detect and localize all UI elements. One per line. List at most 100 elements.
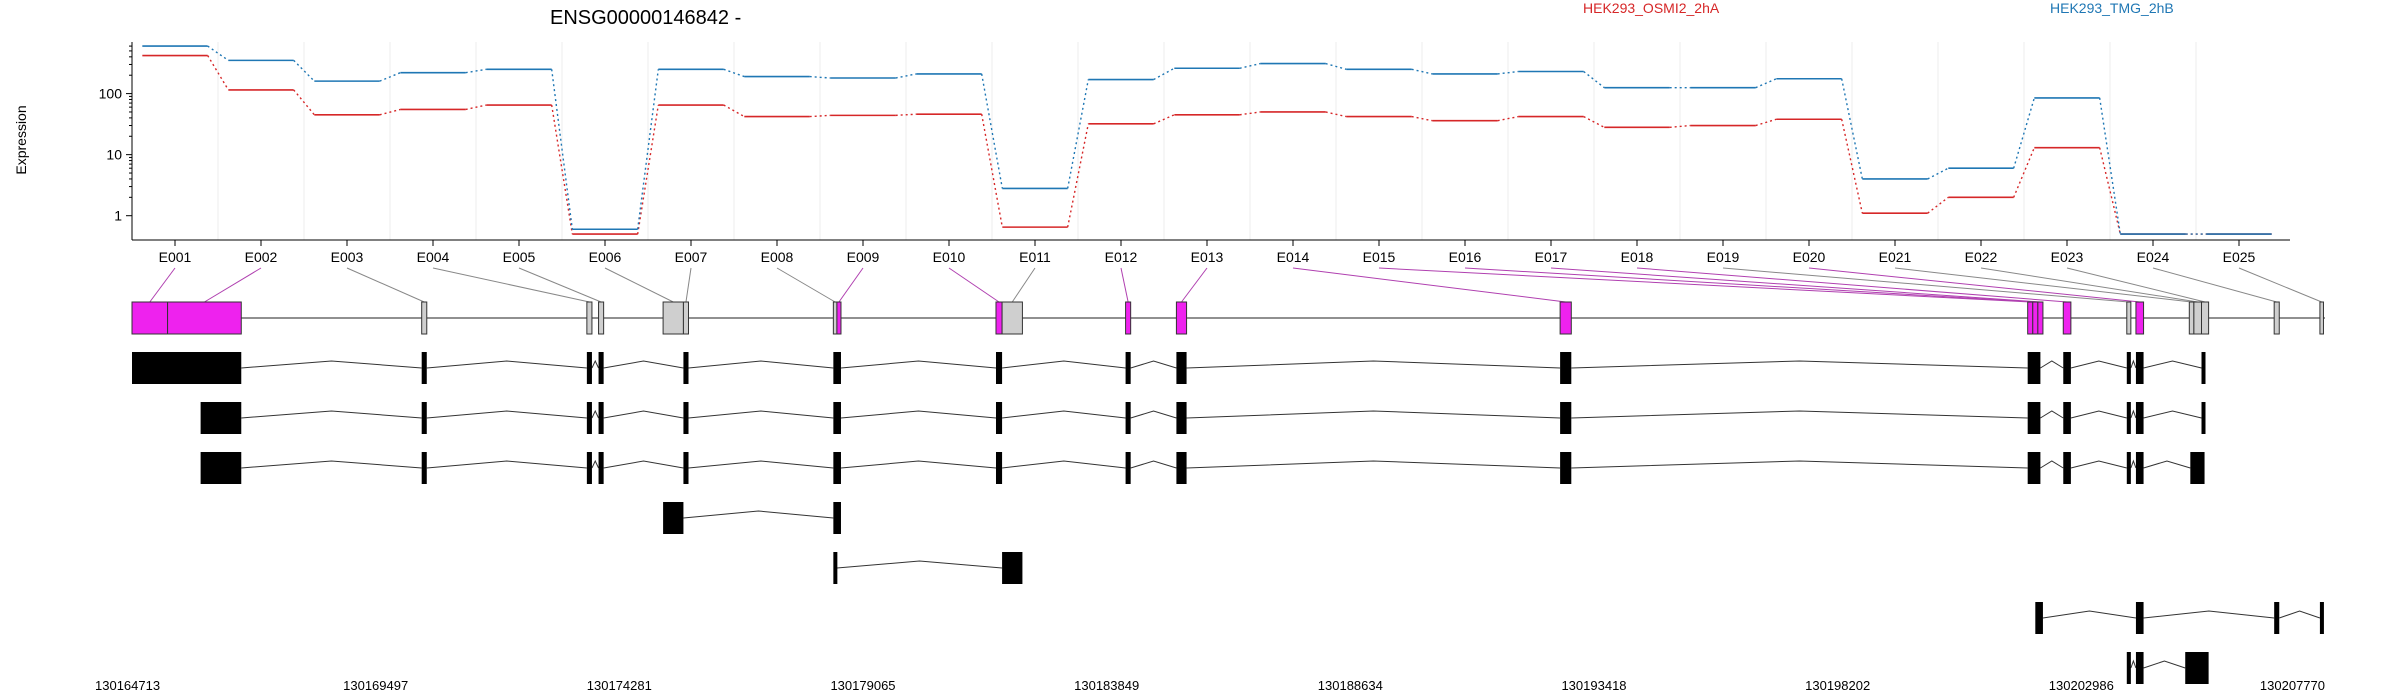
- gene-model: 130164713 130169497 130174281 130179065 1301…: [95, 267, 2325, 693]
- genomic-coordinate-label: 130164713: [95, 678, 160, 693]
- x-tick-label: E019: [1707, 249, 1740, 265]
- transcript-intron: [591, 409, 600, 419]
- transcript-exon: [2201, 402, 2206, 434]
- series-2-connector: [1497, 70, 1519, 75]
- transcript-intron: [2040, 460, 2064, 469]
- transcript-intron: [1130, 410, 1177, 419]
- series-1-connector: [1325, 111, 1347, 118]
- transcript-exon: [2274, 602, 2280, 634]
- x-tick-label: E018: [1621, 249, 1654, 265]
- transcript-intron: [2070, 410, 2127, 419]
- transcript-intron: [1002, 410, 1126, 419]
- exon-connector: [1722, 267, 2129, 303]
- series-2-connector: [1411, 68, 1433, 75]
- exon-bin: [2319, 301, 2324, 335]
- transcript-intron: [1002, 460, 1126, 469]
- transcript-intron: [688, 410, 834, 419]
- series-2-connector: [465, 68, 487, 74]
- series-2-connector: [809, 75, 831, 79]
- x-tick-label: E008: [761, 249, 794, 265]
- transcript-exon: [1125, 402, 1131, 434]
- transcript-intron: [1186, 410, 1561, 419]
- transcript-exon: [2126, 452, 2131, 484]
- transcript-exon: [2063, 352, 2071, 384]
- series-1-connector: [809, 114, 831, 118]
- legend-sample2: HEK293_TMG_2hB: [2050, 0, 2174, 16]
- transcript-intron: [426, 460, 587, 469]
- transcript-exon: [586, 452, 592, 484]
- transcript-intron: [836, 560, 1003, 569]
- transcript-exon: [1176, 352, 1187, 384]
- series-2-connector: [1153, 67, 1175, 81]
- series-1-connector: [895, 113, 917, 117]
- transcript-exon: [833, 452, 841, 484]
- x-tick-label: E014: [1277, 249, 1310, 265]
- exon-connector: [1980, 267, 2198, 303]
- transcript-exon: [421, 402, 427, 434]
- transcript-exon: [421, 352, 427, 384]
- series-2-connector: [1583, 70, 1605, 89]
- transcript-exon: [1560, 352, 1572, 384]
- transcript-exon: [683, 352, 689, 384]
- exon-bin: [2027, 301, 2034, 335]
- x-tick-label: E011: [1019, 249, 1051, 265]
- transcript-intron: [603, 460, 684, 469]
- transcript-intron: [591, 459, 600, 469]
- exon-connector: [2152, 267, 2277, 303]
- transcript-exon: [1176, 402, 1187, 434]
- x-tick-label: E022: [1965, 249, 1998, 265]
- plot-area: 1 10 100 E001 E002 E003 E004 E005 E006 E007 E008 E0…: [99, 42, 2290, 265]
- transcript-intron: [2040, 410, 2064, 419]
- transcript-exon: [2185, 652, 2209, 684]
- genomic-coordinate-label: 130188634: [1318, 678, 1383, 693]
- exon-connector: [1011, 267, 1036, 303]
- series-1-connector: [1669, 124, 1691, 129]
- series-2-connector: [207, 45, 229, 61]
- transcript-exon: [2063, 452, 2071, 484]
- genomic-coordinate-label: 130207770: [2260, 678, 2325, 693]
- exon-connector: [149, 267, 176, 303]
- transcript-intron: [2070, 360, 2127, 369]
- x-tick-label: E025: [2223, 249, 2256, 265]
- transcript-exon: [2126, 652, 2131, 684]
- transcript-exon: [2027, 352, 2041, 384]
- exon-bin: [682, 301, 690, 335]
- y-axis-label: Expression: [13, 105, 29, 174]
- exon-connector: [1550, 267, 2041, 303]
- series-2-connector: [1755, 78, 1777, 89]
- series-1-connector: [550, 104, 574, 235]
- series-2-connector: [1840, 78, 1864, 180]
- exon-bin: [1559, 301, 1572, 335]
- series-2-connector: [636, 69, 660, 230]
- genomic-coordinate-label: 130179065: [830, 678, 895, 693]
- series-2-connector: [379, 72, 401, 82]
- x-tick-label: E004: [417, 249, 450, 265]
- exon-bin: [167, 301, 242, 335]
- exon-bin: [586, 301, 593, 335]
- exon-connector: [1894, 267, 2192, 303]
- exon-connector: [346, 267, 425, 303]
- exon-connector: [2238, 267, 2322, 303]
- transcript-exon: [683, 402, 689, 434]
- x-tick-label: E021: [1879, 249, 1912, 265]
- series-2-connector: [1239, 62, 1261, 69]
- transcript-intron: [603, 360, 684, 369]
- transcript-intron: [2143, 660, 2186, 669]
- genomic-coordinate-label: 130169497: [343, 678, 408, 693]
- transcript-intron: [2130, 409, 2137, 419]
- transcript-intron: [2143, 360, 2202, 369]
- transcript-intron: [840, 460, 997, 469]
- transcript-intron: [2143, 410, 2202, 419]
- transcript-intron: [2130, 459, 2137, 469]
- exon-connector: [1808, 267, 2140, 303]
- transcript-exon: [2135, 402, 2144, 434]
- exon-connector: [204, 267, 262, 303]
- series-1-connector: [1755, 118, 1777, 127]
- transcript-exon: [683, 452, 689, 484]
- exon-bin: [598, 301, 605, 335]
- transcript-exon: [586, 402, 592, 434]
- transcript-intron: [2143, 460, 2191, 469]
- exon-connector: [685, 267, 692, 303]
- transcript-intron: [1002, 360, 1126, 369]
- exon-bin: [421, 301, 428, 335]
